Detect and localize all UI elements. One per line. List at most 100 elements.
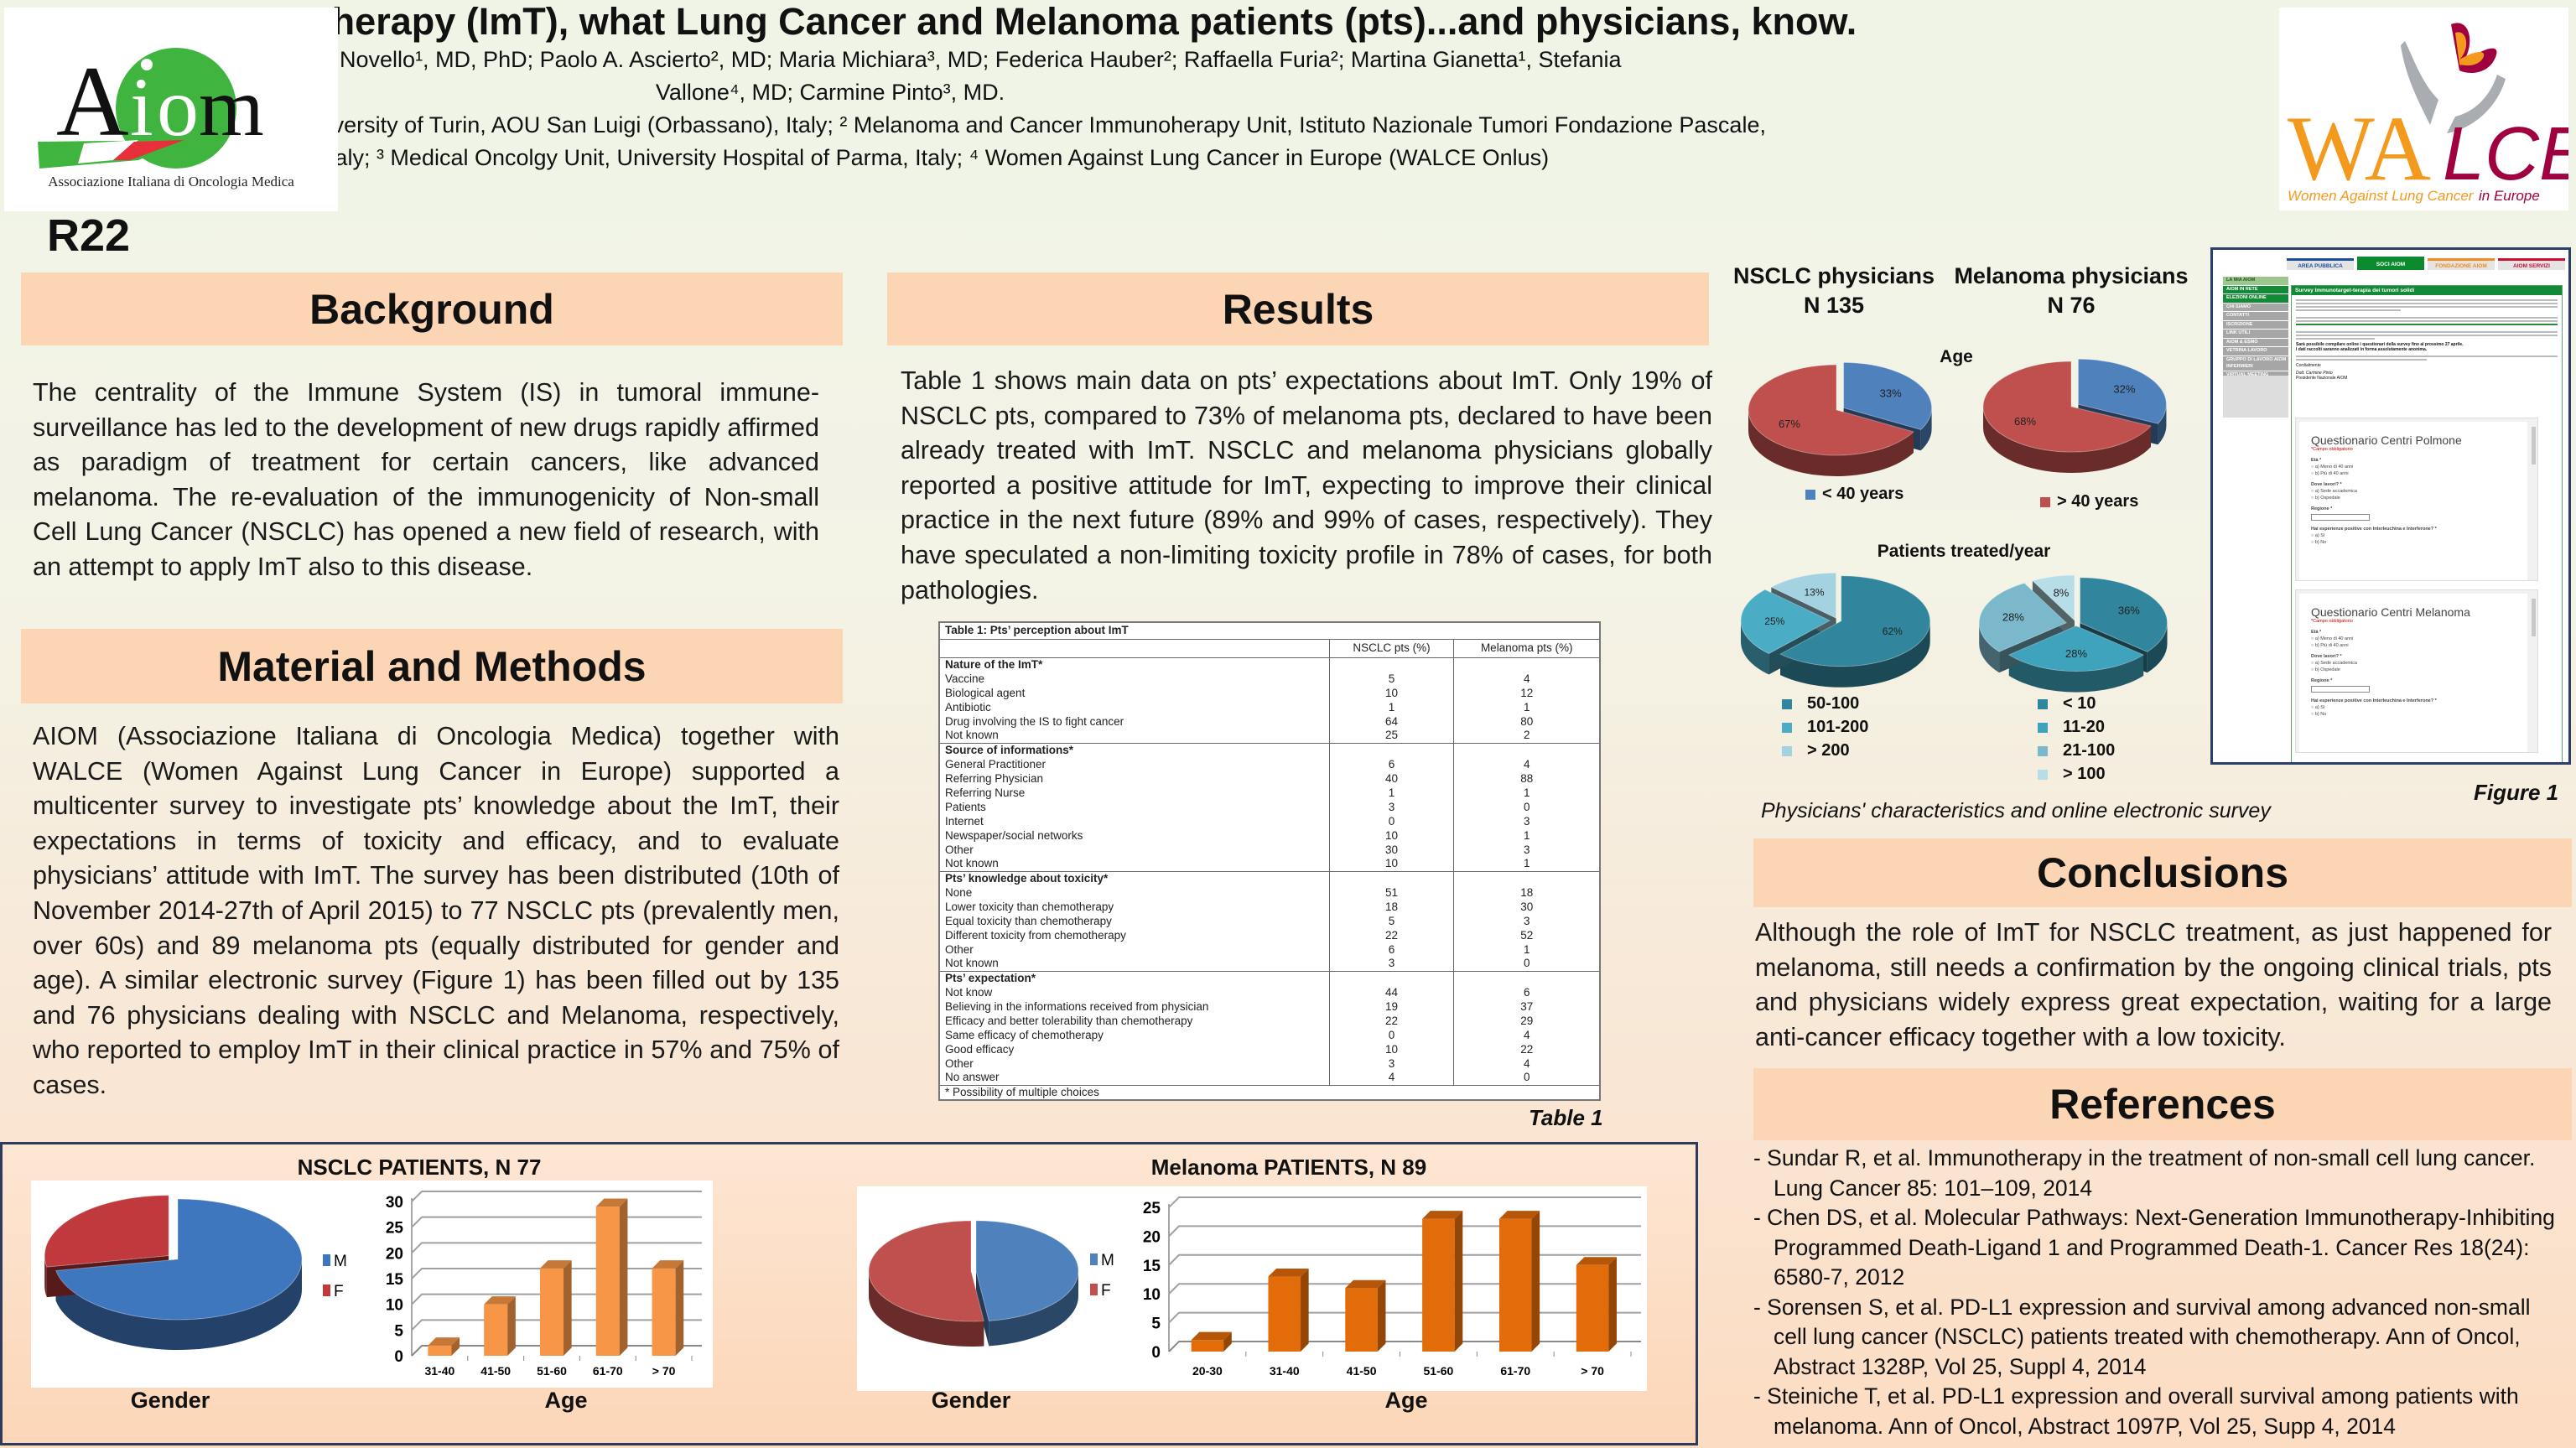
radio-option[interactable]: ○ b) No: [2311, 712, 2327, 717]
table-caption: Table 1: Pts’ perception about ImT: [939, 622, 1600, 640]
value-cell: 4: [1453, 672, 1600, 686]
pie-slice--200: [1770, 572, 1837, 619]
value-cell: 3: [1453, 914, 1600, 928]
table-row: Biological agent 10 12: [939, 686, 1600, 700]
pie-slice--40-years: [2077, 358, 2167, 424]
survey-closing: Cordialmente: [2296, 363, 2321, 368]
svg-text:Women Against Lung Cancer: Women Against Lung Cancer: [2288, 188, 2475, 204]
group-label: Source of informations*: [939, 742, 1329, 757]
radio-option[interactable]: ○ a) Sede accademica: [2311, 489, 2357, 494]
row-label: Not known: [945, 857, 999, 870]
survey-tab[interactable]: AIOM SERVIZI: [2498, 258, 2565, 270]
sidebar-item[interactable]: VIRTUAL MEETING: [2223, 371, 2288, 379]
value-cell: 80: [1453, 714, 1600, 729]
pie-slice-F: [868, 1220, 984, 1322]
survey-tab[interactable]: SOCI AIOM: [2357, 257, 2424, 270]
sidebar-item[interactable]: AIOM IN RETE: [2223, 285, 2288, 293]
question-label: Regione *: [2311, 506, 2333, 511]
conclusions-heading: Conclusions: [1753, 838, 2572, 907]
reference-item: - Chen DS, et al. Molecular Pathways: Ne…: [1753, 1205, 2555, 1290]
value-cell: 4: [1453, 1056, 1600, 1071]
nsclc-age-label: Age: [544, 1388, 588, 1413]
sidebar-item[interactable]: AIOM & ESMO: [2223, 338, 2288, 346]
value-cell: 6: [1328, 942, 1454, 957]
question-label: Dove lavori? *: [2311, 654, 2342, 659]
question-label: Dove lavori? *: [2311, 482, 2342, 487]
legend-item: 101-200: [1782, 718, 1868, 737]
value-cell: 1: [1328, 786, 1454, 800]
pie-slice--40-years: [1748, 364, 1915, 456]
sidebar-item[interactable]: VETRINA LAVORO: [2223, 347, 2288, 356]
sidebar-item[interactable]: ISCRIZIONE: [2223, 320, 2288, 329]
row-label: None: [945, 885, 973, 899]
legend-item: < 10: [2038, 694, 2115, 714]
legend-label: 101-200: [1807, 718, 1869, 736]
bar-41-50: [1345, 1288, 1378, 1352]
legend-swatch: [323, 1285, 330, 1296]
figure-1-caption: Physicians' characteristics and online e…: [1761, 799, 2271, 823]
value-cell: 4: [1453, 757, 1600, 771]
row-label: Newspaper/social networks: [945, 828, 1083, 842]
radio-option[interactable]: ○ b) Più di 40 anni: [2311, 643, 2349, 648]
survey-tab[interactable]: AREA PUBBLICA: [2287, 258, 2354, 270]
pie-slice-side: [869, 1271, 984, 1347]
sidebar-item[interactable]: LINK UTILI: [2223, 330, 2288, 338]
melanoma-physicians-heading: Melanoma physicians N 76: [1954, 262, 2188, 320]
radio-option[interactable]: ○ a) Meno di 40 anni: [2311, 465, 2354, 470]
legend-label: > 100: [2063, 765, 2106, 783]
bar-> 70: [1576, 1264, 1609, 1352]
radio-option[interactable]: ○ b) Ospedale: [2311, 496, 2340, 501]
survey-panel-title: Survey Immunotarget-terapia dei tumori s…: [2292, 286, 2562, 295]
conclusions-text: Although the role of ImT for NSCLC treat…: [1755, 918, 2552, 1051]
pie-slice-cut-face: [975, 1270, 989, 1347]
value-cell: 10: [1328, 857, 1454, 871]
bar-side: [1454, 1211, 1463, 1352]
radio-option[interactable]: ○ a) Sì: [2311, 533, 2325, 538]
row-label: Biological agent: [945, 686, 1026, 699]
table-footnote-row: * Possibility of multiple choices: [939, 1084, 1600, 1100]
sidebar-item[interactable]: ELEZIONI ONLINE: [2223, 294, 2288, 303]
value-cell: 5: [1328, 672, 1454, 686]
radio-option[interactable]: ○ a) Meno di 40 anni: [2311, 636, 2354, 641]
pie-slice-side: [1748, 410, 1914, 476]
table-group-row: Source of informations*: [939, 742, 1600, 757]
row-label: Not known: [945, 957, 999, 970]
legend-item: 11-20: [2038, 718, 2115, 737]
group-cell: [1453, 742, 1600, 757]
radio-option[interactable]: ○ b) No: [2311, 540, 2327, 545]
pie-data-label: 36%: [2118, 605, 2140, 617]
svg-text:LCE: LCE: [2443, 112, 2568, 196]
radio-option[interactable]: ○ a) Sede accademica: [2311, 661, 2357, 666]
pie-data-label: 33%: [1880, 387, 1902, 399]
x-tick-label: 51-60: [537, 1364, 567, 1378]
pie-data-label: 13%: [1805, 586, 1825, 598]
value-cell: 6: [1453, 985, 1600, 999]
melanoma-physicians-n: N 76: [2047, 293, 2096, 318]
radio-option[interactable]: ○ b) Più di 40 anni: [2311, 471, 2349, 476]
legend-swatch: [2040, 496, 2050, 507]
results-heading: Results: [887, 272, 1709, 345]
form-scrollbar[interactable]: [2532, 599, 2536, 636]
radio-option[interactable]: ○ a) Sì: [2311, 705, 2325, 710]
sidebar-item[interactable]: CHI SIAMO: [2223, 303, 2288, 311]
pie-data-label: 67%: [1779, 418, 1800, 430]
value-cell: 18: [1453, 885, 1600, 900]
pie-slice-101-200: [1740, 589, 1831, 655]
form-scrollbar[interactable]: [2532, 427, 2536, 465]
bar-31-40: [1268, 1276, 1301, 1352]
value-cell: 52: [1453, 928, 1600, 942]
row-label: Efficacy and better tolerability than ch…: [945, 1014, 1193, 1027]
sidebar-item[interactable]: LA MIA AIOM: [2223, 277, 2288, 285]
bar-side: [1531, 1211, 1540, 1352]
region-select[interactable]: [2311, 514, 2370, 521]
legend-swatch: [1782, 722, 1792, 733]
radio-option[interactable]: ○ b) Ospedale: [2311, 667, 2340, 672]
region-select[interactable]: [2311, 686, 2370, 693]
sidebar-item[interactable]: CONTATTI: [2223, 312, 2288, 320]
value-cell: 44: [1328, 985, 1454, 999]
value-cell: 3: [1328, 800, 1454, 814]
survey-tab[interactable]: FONDAZIONE AIOM: [2428, 258, 2495, 270]
value-cell: 88: [1453, 771, 1600, 786]
value-cell: 40: [1328, 771, 1454, 786]
sidebar-item[interactable]: GRUPPO DI LAVORO AIOM INFERMIERI: [2223, 356, 2288, 371]
